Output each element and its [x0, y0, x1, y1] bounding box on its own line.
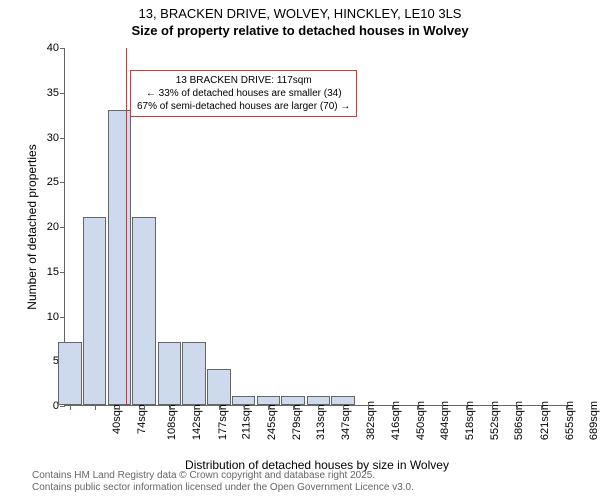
- xtick-mark: [442, 405, 443, 410]
- chart-container: 13, BRACKEN DRIVE, WOLVEY, HINCKLEY, LE1…: [0, 0, 600, 500]
- histogram-bar: [58, 342, 81, 405]
- footer-line-1: Contains HM Land Registry data © Crown c…: [32, 470, 414, 482]
- xtick-mark: [541, 405, 542, 410]
- xtick-label: 382sqm: [362, 401, 378, 440]
- xtick-mark: [492, 405, 493, 410]
- annotation-box: 13 BRACKEN DRIVE: 117sqm← 33% of detache…: [130, 70, 357, 117]
- xtick-mark: [70, 405, 71, 410]
- xtick-mark: [343, 405, 344, 410]
- xtick-mark: [318, 405, 319, 410]
- xtick-label: 484sqm: [436, 401, 452, 440]
- ytick-label: 30: [47, 132, 65, 144]
- xtick-mark: [119, 405, 120, 410]
- histogram-bar: [232, 396, 255, 405]
- xtick-mark: [219, 405, 220, 410]
- xtick-mark: [466, 405, 467, 410]
- ytick-label: 15: [47, 266, 65, 278]
- xtick-label: 142sqm: [187, 401, 203, 440]
- histogram-bar: [207, 369, 230, 405]
- reference-line: [126, 48, 127, 405]
- xtick-mark: [517, 405, 518, 410]
- ytick-label: 10: [47, 311, 65, 323]
- histogram-bar: [83, 217, 106, 405]
- footer-attribution: Contains HM Land Registry data © Crown c…: [32, 470, 414, 494]
- annotation-line-3: 67% of semi-detached houses are larger (…: [137, 100, 350, 113]
- ytick-label: 35: [47, 87, 65, 99]
- chart-title-sub: Size of property relative to detached ho…: [0, 23, 600, 38]
- histogram-bar: [108, 110, 131, 405]
- xtick-label: 586sqm: [510, 401, 526, 440]
- xtick-label: 450sqm: [411, 401, 427, 440]
- histogram-bar: [331, 396, 354, 405]
- histogram-bar: [281, 396, 304, 405]
- histogram-bar: [132, 217, 155, 405]
- xtick-label: 689sqm: [584, 401, 600, 440]
- plot-area: 051015202530354040sqm74sqm108sqm142sqm17…: [64, 48, 570, 406]
- annotation-line-2: ← 33% of detached houses are smaller (34…: [137, 87, 350, 100]
- xtick-label: 621sqm: [535, 401, 551, 440]
- annotation-line-1: 13 BRACKEN DRIVE: 117sqm: [137, 74, 350, 87]
- ytick-label: 20: [47, 221, 65, 233]
- xtick-label: 347sqm: [336, 401, 352, 440]
- y-axis-label: Number of detached properties: [25, 127, 39, 327]
- xtick-mark: [170, 405, 171, 410]
- xtick-mark: [268, 405, 269, 410]
- xtick-mark: [417, 405, 418, 410]
- xtick-mark: [244, 405, 245, 410]
- xtick-label: 552sqm: [485, 401, 501, 440]
- xtick-label: 416sqm: [386, 401, 402, 440]
- xtick-label: 177sqm: [213, 401, 229, 440]
- histogram-bar: [182, 342, 205, 405]
- xtick-label: 40sqm: [107, 401, 123, 434]
- xtick-mark: [194, 405, 195, 410]
- xtick-mark: [144, 405, 145, 410]
- xtick-label: 313sqm: [311, 401, 327, 440]
- histogram-bar: [158, 342, 181, 405]
- xtick-mark: [368, 405, 369, 410]
- xtick-label: 74sqm: [132, 401, 148, 434]
- ytick-label: 25: [47, 176, 65, 188]
- xtick-mark: [392, 405, 393, 410]
- chart-title-main: 13, BRACKEN DRIVE, WOLVEY, HINCKLEY, LE1…: [0, 6, 600, 21]
- xtick-mark: [95, 405, 96, 410]
- ytick-label: 40: [47, 42, 65, 54]
- xtick-label: 655sqm: [560, 401, 576, 440]
- histogram-bar: [257, 396, 280, 405]
- xtick-label: 279sqm: [287, 401, 303, 440]
- footer-line-2: Contains public sector information licen…: [32, 482, 414, 494]
- xtick-mark: [566, 405, 567, 410]
- histogram-bar: [307, 396, 330, 405]
- xtick-label: 245sqm: [262, 401, 278, 440]
- xtick-label: 108sqm: [163, 401, 179, 440]
- xtick-label: 518sqm: [460, 401, 476, 440]
- xtick-mark: [293, 405, 294, 410]
